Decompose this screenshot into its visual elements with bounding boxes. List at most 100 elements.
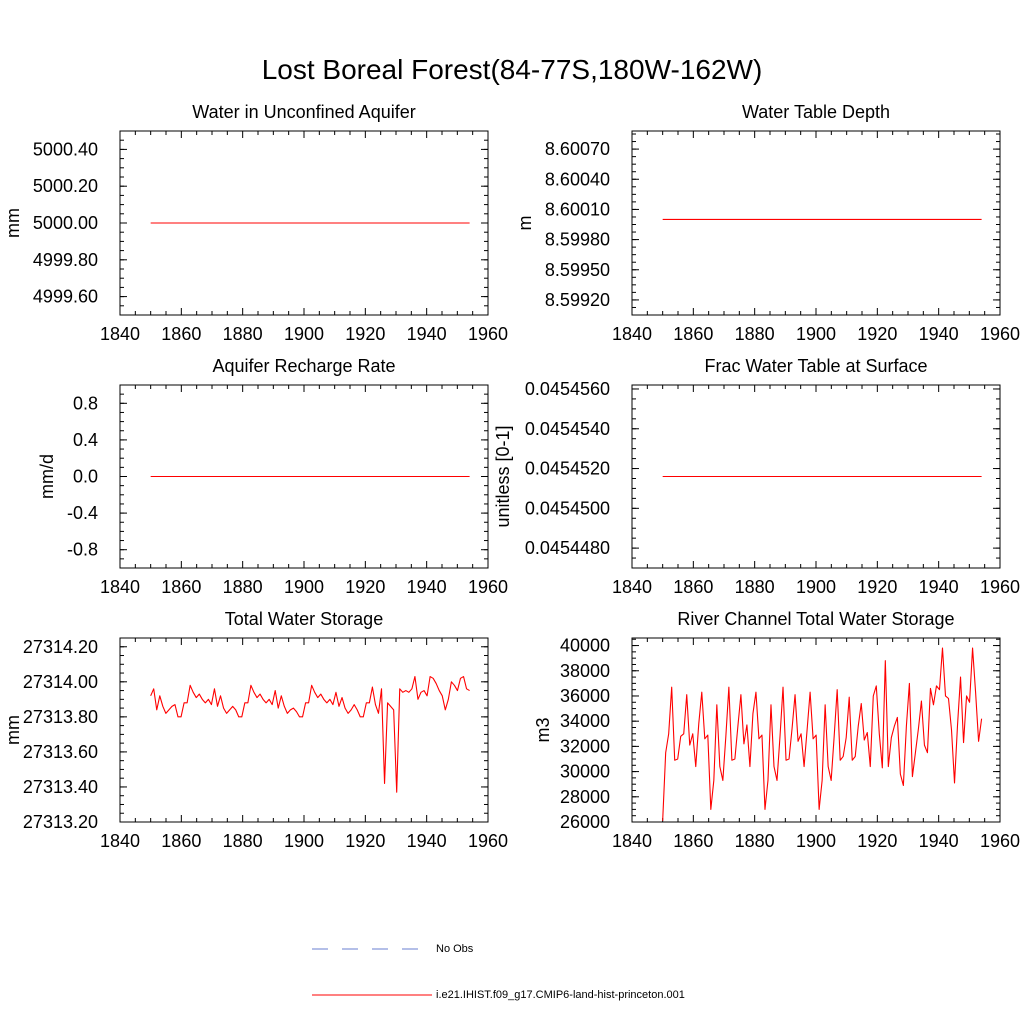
y-tick-label: 27314.00 <box>23 672 98 692</box>
panel-title: Aquifer Recharge Rate <box>212 356 395 376</box>
x-tick-label: 1840 <box>100 577 140 597</box>
x-tick-label: 1880 <box>735 577 775 597</box>
x-tick-label: 1960 <box>980 577 1020 597</box>
x-tick-label: 1940 <box>407 324 447 344</box>
panel-title: River Channel Total Water Storage <box>677 609 954 629</box>
x-tick-label: 1860 <box>161 577 201 597</box>
x-tick-label: 1840 <box>100 324 140 344</box>
x-tick-label: 1860 <box>161 324 201 344</box>
y-tick-label: 32000 <box>560 736 610 756</box>
plot-frame <box>631 130 1001 316</box>
y-tick-label: 8.59920 <box>545 290 610 310</box>
y-tick-label: 5000.20 <box>33 176 98 196</box>
y-tick-label: 27313.60 <box>23 742 98 762</box>
x-tick-label: 1920 <box>857 577 897 597</box>
y-axis-label: mm <box>3 715 23 745</box>
panel-title: Total Water Storage <box>225 609 383 629</box>
y-tick-label: 8.60070 <box>545 139 610 159</box>
y-axis-label: m3 <box>533 717 553 742</box>
panel-2: Water Table Depth m 1840 1860 1880 1900 1920 19… <box>515 102 1020 344</box>
x-tick-label: 1920 <box>857 831 897 851</box>
series-line <box>662 647 983 821</box>
panel-1: Water in Unconfined Aquifer mm 1840 1860 188… <box>3 102 508 344</box>
x-tick-label: 1860 <box>673 831 713 851</box>
x-tick-label: 1940 <box>919 577 959 597</box>
x-tick-label: 1920 <box>345 831 385 851</box>
panel-4: Frac Water Table at Surface unitless [0-1… <box>493 356 1020 597</box>
y-tick-label: 26000 <box>560 812 610 832</box>
panel-3: Aquifer Recharge Rate mm/d 1840 1860 1880 190… <box>37 356 508 597</box>
x-tick-label: 1860 <box>161 831 201 851</box>
y-tick-label: 27313.80 <box>23 707 98 727</box>
x-tick-label: 1900 <box>796 831 836 851</box>
panel-6: River Channel Total Water Storage m3 1840 1… <box>533 609 1020 851</box>
x-tick-label: 1940 <box>919 831 959 851</box>
y-tick-label: 27313.40 <box>23 777 98 797</box>
x-tick-label: 1900 <box>284 831 324 851</box>
x-tick-label: 1880 <box>223 577 263 597</box>
x-tick-label: 1920 <box>345 577 385 597</box>
x-tick-label: 1880 <box>735 324 775 344</box>
y-tick-label: 27314.20 <box>23 637 98 657</box>
x-tick-label: 1860 <box>673 577 713 597</box>
x-tick-label: 1840 <box>612 577 652 597</box>
x-tick-label: 1900 <box>796 577 836 597</box>
y-tick-label: 5000.40 <box>33 139 98 159</box>
y-tick-label: 0.0454520 <box>525 459 610 479</box>
x-tick-label: 1960 <box>468 577 508 597</box>
x-tick-label: 1860 <box>673 324 713 344</box>
plot-frame <box>631 637 1001 823</box>
series-line <box>150 675 470 793</box>
y-tick-label: 30000 <box>560 762 610 782</box>
y-tick-label: 8.59980 <box>545 230 610 250</box>
y-tick-label: 8.60010 <box>545 199 610 219</box>
y-tick-label: -0.8 <box>67 540 98 560</box>
x-tick-label: 1840 <box>612 324 652 344</box>
y-axis-label: m <box>515 216 535 231</box>
x-tick-label: 1960 <box>468 324 508 344</box>
y-tick-label: 0.0454480 <box>525 538 610 558</box>
y-tick-label: -0.4 <box>67 503 98 523</box>
x-tick-label: 1940 <box>407 831 447 851</box>
x-tick-label: 1900 <box>284 324 324 344</box>
y-tick-label: 4999.60 <box>33 287 98 307</box>
panel-5: Total Water Storage mm 1840 1860 1880 1900 192… <box>3 609 508 851</box>
page-title: Lost Boreal Forest(84-77S,180W-162W) <box>261 54 763 85</box>
y-tick-label: 0.0454500 <box>525 498 610 518</box>
y-tick-label: 40000 <box>560 636 610 656</box>
x-tick-label: 1900 <box>796 324 836 344</box>
x-tick-label: 1900 <box>284 577 324 597</box>
x-tick-label: 1920 <box>345 324 385 344</box>
x-tick-label: 1940 <box>919 324 959 344</box>
y-axis-label: mm/d <box>37 454 57 499</box>
y-tick-label: 8.59950 <box>545 260 610 280</box>
y-tick-label: 4999.80 <box>33 250 98 270</box>
panel-title: Water in Unconfined Aquifer <box>192 102 415 122</box>
panel-title: Water Table Depth <box>742 102 890 122</box>
x-tick-label: 1960 <box>980 831 1020 851</box>
y-tick-label: 0.0 <box>73 467 98 487</box>
y-tick-label: 0.0454540 <box>525 419 610 439</box>
x-tick-label: 1920 <box>857 324 897 344</box>
y-tick-label: 36000 <box>560 686 610 706</box>
y-tick-label: 27313.20 <box>23 812 98 832</box>
y-tick-label: 5000.00 <box>33 213 98 233</box>
x-tick-label: 1840 <box>612 831 652 851</box>
x-tick-label: 1880 <box>223 324 263 344</box>
y-tick-label: 0.8 <box>73 393 98 413</box>
x-tick-label: 1940 <box>407 577 447 597</box>
y-tick-label: 8.60040 <box>545 169 610 189</box>
x-tick-label: 1960 <box>468 831 508 851</box>
y-tick-label: 0.0454560 <box>525 379 610 399</box>
y-tick-label: 0.4 <box>73 430 98 450</box>
y-tick-label: 38000 <box>560 661 610 681</box>
plot-frame <box>119 637 489 823</box>
panel-title: Frac Water Table at Surface <box>704 356 927 376</box>
y-axis-label: unitless [0-1] <box>493 425 513 527</box>
x-tick-label: 1880 <box>223 831 263 851</box>
x-tick-label: 1840 <box>100 831 140 851</box>
y-axis-label: mm <box>3 208 23 238</box>
x-tick-label: 1960 <box>980 324 1020 344</box>
y-tick-label: 28000 <box>560 787 610 807</box>
